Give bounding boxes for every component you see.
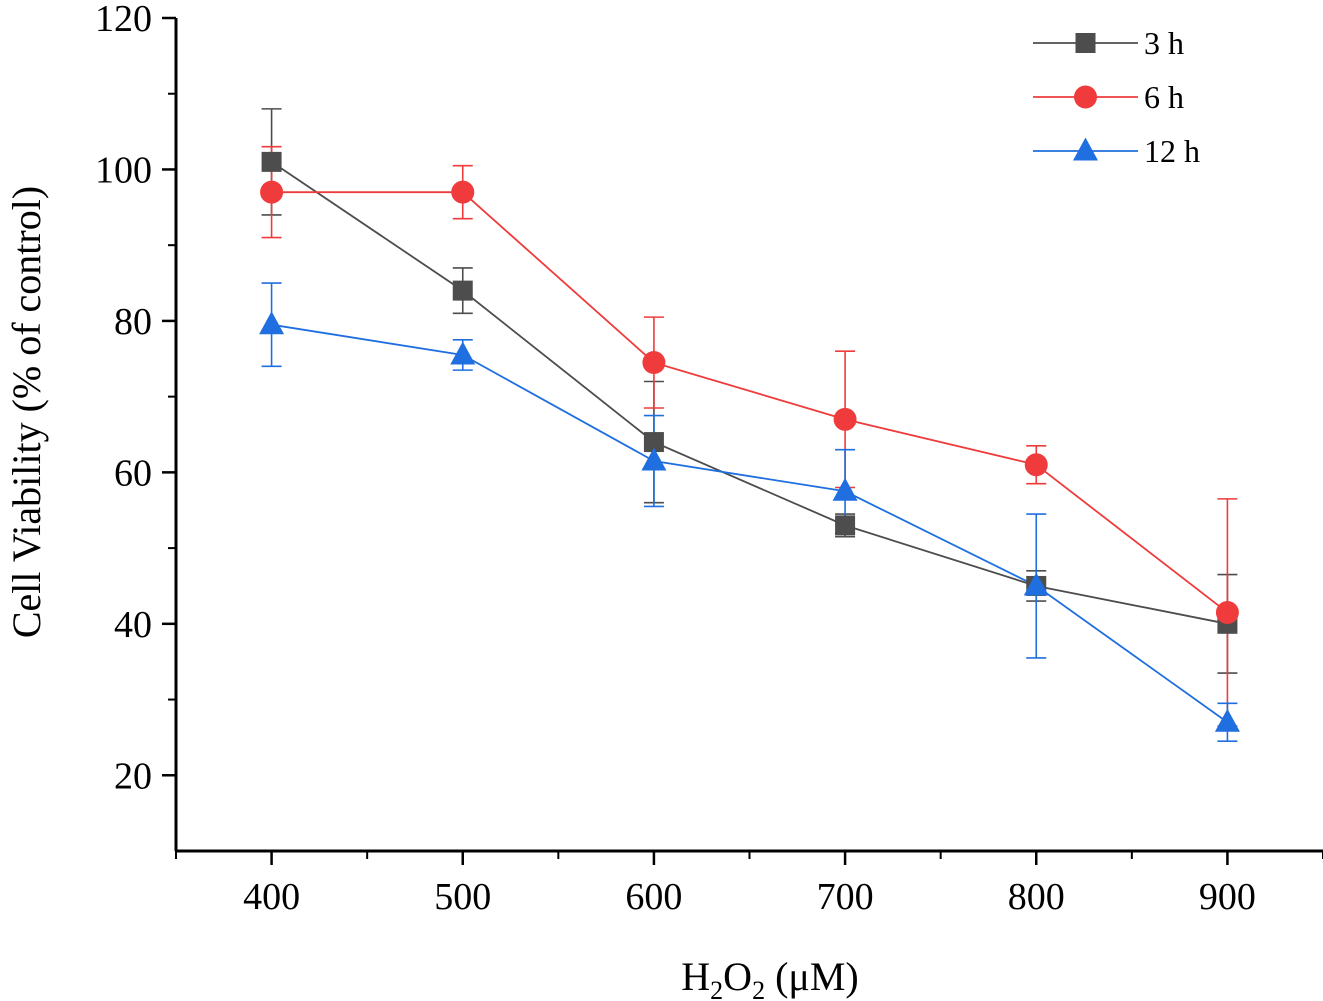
legend-item-12h: 12 h xyxy=(1033,133,1200,169)
series-layer xyxy=(259,108,1240,742)
legend-item-6h: 6 h xyxy=(1033,79,1184,115)
series-12h xyxy=(261,282,1238,742)
data-point-12h-400 xyxy=(259,311,285,335)
y-tick-label-0: 20 xyxy=(114,755,152,797)
legend-marker-3h xyxy=(1075,33,1096,53)
x-tick-label-0: 400 xyxy=(243,876,300,918)
data-point-3h-400 xyxy=(261,151,282,172)
data-point-6h-700 xyxy=(833,407,857,431)
x-axis-title: H2O2 (μM) xyxy=(681,954,858,1001)
series-line-12h xyxy=(271,323,1228,723)
legend-marker-12h xyxy=(1073,137,1098,161)
data-point-6h-800 xyxy=(1024,453,1048,477)
data-point-6h-500 xyxy=(451,180,475,204)
series-line-6h xyxy=(271,191,1228,614)
series-markers-6h xyxy=(260,180,1239,624)
series-markers-3h xyxy=(261,151,1238,634)
data-point-3h-700 xyxy=(835,515,856,536)
legend-marker-6h xyxy=(1074,85,1097,109)
x-tick-label-5: 900 xyxy=(1199,876,1256,918)
y-tick-label-4: 100 xyxy=(95,149,152,191)
y-tick-label-3: 80 xyxy=(114,301,152,343)
legend-item-3h: 3 h xyxy=(1033,25,1184,61)
data-point-12h-800 xyxy=(1023,572,1049,596)
series-line-3h xyxy=(271,161,1228,625)
data-point-12h-700 xyxy=(832,477,858,501)
data-point-12h-600 xyxy=(641,447,667,471)
y-tick-label-2: 60 xyxy=(114,452,152,494)
legend: 3 h 6 h 12 h xyxy=(1033,25,1200,169)
data-point-3h-500 xyxy=(452,280,473,301)
series-6h xyxy=(261,145,1238,727)
data-point-12h-900 xyxy=(1214,708,1240,732)
series-markers-12h xyxy=(259,311,1240,732)
legend-label-6h: 6 h xyxy=(1144,79,1184,115)
x-tick-label-4: 800 xyxy=(1008,876,1065,918)
y-axis-title: Cell Viability (% of control) xyxy=(4,186,49,638)
data-point-6h-400 xyxy=(260,180,284,204)
data-point-6h-900 xyxy=(1215,600,1239,624)
data-point-3h-600 xyxy=(643,432,664,453)
legend-label-12h: 12 h xyxy=(1144,133,1200,169)
data-point-6h-600 xyxy=(642,351,666,375)
x-tick-label-1: 500 xyxy=(434,876,491,918)
y-tick-label-5: 120 xyxy=(95,0,152,40)
data-point-12h-500 xyxy=(450,341,476,365)
legend-label-3h: 3 h xyxy=(1144,25,1184,61)
x-tick-label-2: 600 xyxy=(625,876,682,918)
y-tick-label-1: 40 xyxy=(114,604,152,646)
x-tick-label-3: 700 xyxy=(817,876,874,918)
axes: 20 40 60 80 100 120 400 500 600 700 800 900 xyxy=(95,0,1323,918)
